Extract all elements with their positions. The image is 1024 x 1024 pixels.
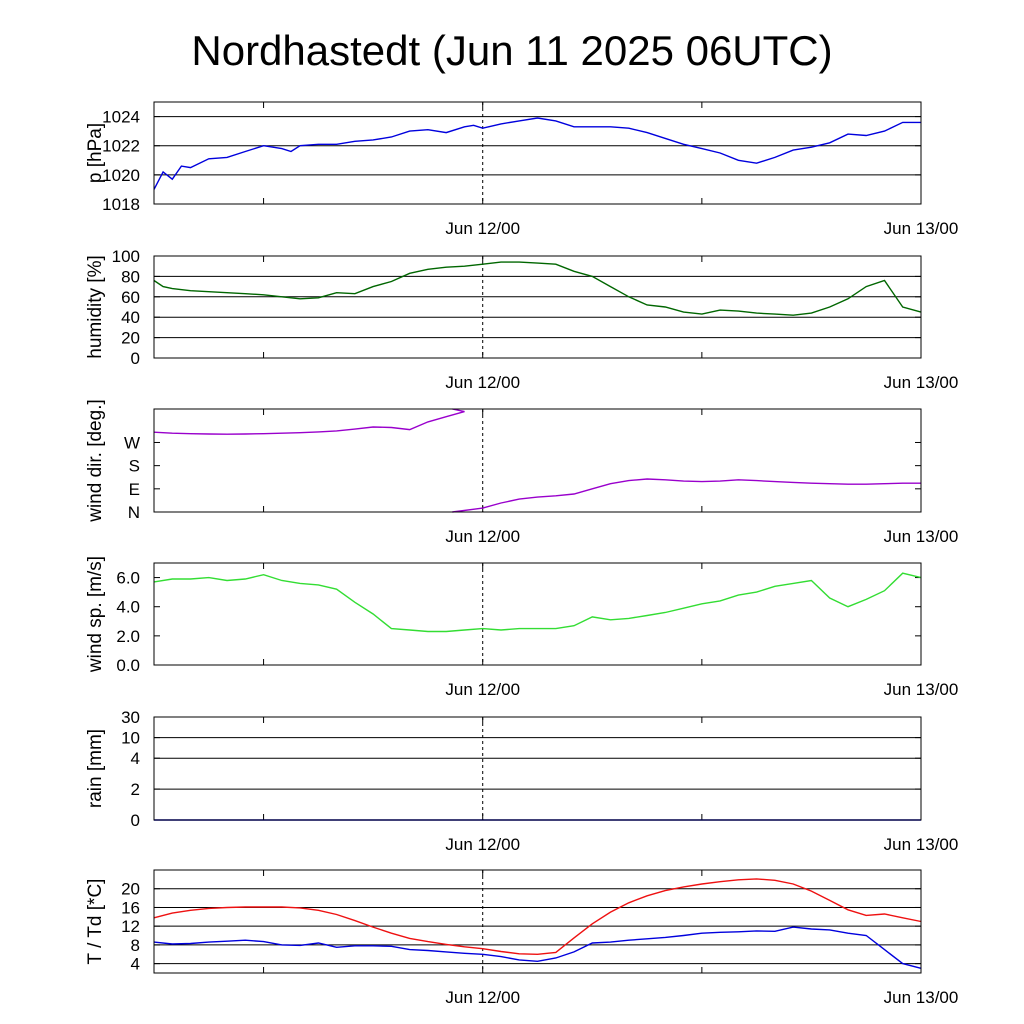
series-1-line [153,408,465,435]
series-1-line [452,478,921,513]
y-tick-label: 10 [121,729,140,748]
panel-5: 0 2 410 30 Jun 12/00 Jun 13/00 rain [mm] [85,708,958,854]
plot-frame [153,255,922,359]
y-axis-label: T / Td [*C] [85,879,106,965]
y-tick-label: 30 [121,708,140,727]
y-tick-label: 4 [131,955,140,974]
plot-frame [153,716,922,821]
y-tick-label: N [128,503,140,522]
series-1-line [153,878,922,956]
y-tick-label: 8 [131,936,140,955]
y-tick-label: 20 [121,329,140,348]
panel-1: 1018 1020 1022 1024 Jun 12/00 Jun 13/00 p [hPa… [85,101,959,238]
y-tick-label: E [129,480,140,499]
plot-frame [153,101,922,205]
y-tick-label: S [129,457,140,476]
panel-4: 0.0 2.0 4.0 6.0 Jun 12/00 Jun 13/00 wind sp. [… [85,556,958,699]
x-tick-label: Jun 12/00 [445,835,520,854]
y-tick-label: 1024 [102,108,140,127]
y-tick-label: 40 [121,308,140,327]
x-tick-label: Jun 12/00 [445,373,520,392]
series-1-line [153,117,921,190]
y-tick-label: 6.0 [116,569,140,588]
y-axis-label: humidity [%] [85,255,106,358]
x-tick-label: Jun 12/00 [445,680,520,699]
y-tick-label: 1018 [102,195,140,214]
y-axis-label: p [hPa] [85,123,106,183]
plot-frame [153,869,922,974]
y-tick-label: 4.0 [116,598,140,617]
x-tick-label: Jun 13/00 [884,680,959,699]
x-tick-label: Jun 13/00 [884,219,959,238]
y-tick-label: 0 [131,349,140,368]
y-axis-label: wind dir. [deg.] [85,399,106,523]
y-tick-label: 20 [121,880,140,899]
plot-frame [153,562,922,666]
y-tick-label: 60 [121,288,140,307]
plot-frame [153,408,922,513]
y-axis-label: rain [mm] [85,729,106,808]
x-tick-label: Jun 13/00 [884,835,959,854]
x-tick-label: Jun 12/00 [445,219,520,238]
x-tick-label: Jun 13/00 [884,988,959,1007]
x-tick-label: Jun 13/00 [884,527,959,546]
x-tick-label: Jun 13/00 [884,373,959,392]
y-tick-label: 1022 [102,137,140,156]
series-2-line [153,926,922,969]
chart-title: Nordhastedt (Jun 11 2025 06UTC) [191,27,833,74]
y-tick-label: 2 [131,780,140,799]
y-tick-label: 0 [131,811,140,830]
y-tick-label: W [124,433,140,452]
y-tick-label: 100 [112,247,140,266]
series-1-line [153,572,922,633]
series-1-line [153,261,922,316]
y-tick-label: 4 [131,749,140,768]
x-tick-label: Jun 12/00 [445,988,520,1007]
y-tick-label: 1020 [102,166,140,185]
y-tick-label: 80 [121,267,140,286]
x-tick-label: Jun 12/00 [445,527,520,546]
y-axis-label: wind sp. [m/s] [85,556,106,673]
y-tick-label: 0.0 [116,656,140,675]
y-tick-label: 2.0 [116,627,140,646]
y-tick-label: 12 [121,917,140,936]
y-tick-label: 16 [121,898,140,917]
